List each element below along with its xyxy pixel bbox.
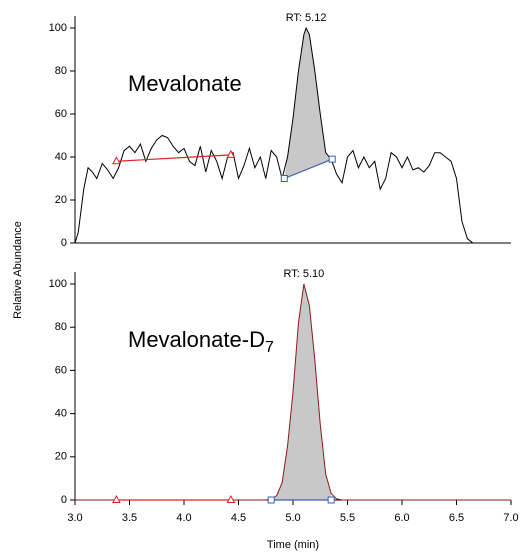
y-tick-label: 80 — [55, 65, 67, 77]
x-tick-label: 4.5 — [231, 512, 246, 524]
x-tick-label: 4.0 — [176, 512, 191, 524]
y-tick-label: 20 — [55, 451, 67, 463]
baseline-marker — [327, 496, 335, 504]
y-tick-label: 0 — [61, 494, 67, 506]
x-tick-label: 7.0 — [503, 512, 518, 524]
compound-label: Mevalonate — [128, 71, 242, 96]
y-tick-label: 40 — [55, 151, 67, 163]
x-tick-label: 3.5 — [122, 512, 137, 524]
reference-marker — [112, 156, 121, 165]
reference-line — [116, 154, 231, 162]
y-axis-label: Relative Abundance — [12, 221, 24, 319]
peak-area — [284, 28, 333, 179]
peak-baseline — [284, 158, 333, 180]
y-tick-label: 40 — [55, 408, 67, 420]
x-tick-label: 6.0 — [394, 512, 409, 524]
compound-name: Mevalonate-D — [128, 327, 265, 352]
y-tick-label: 20 — [55, 194, 67, 206]
y-tick-label: 80 — [55, 321, 67, 333]
y-tick-label: 100 — [49, 278, 67, 290]
baseline-marker — [328, 155, 336, 163]
trace-line — [75, 283, 511, 501]
peak-area — [271, 284, 332, 500]
compound-subscript: 7 — [265, 339, 274, 356]
baseline-marker — [267, 496, 275, 504]
x-axis-label: Time (min) — [267, 539, 319, 551]
x-tick-label: 5.0 — [285, 512, 300, 524]
baseline-marker — [280, 175, 288, 182]
reference-marker — [112, 494, 121, 503]
reference-marker — [226, 149, 236, 158]
x-tick-label: 3.0 — [67, 512, 82, 524]
compound-label: Mevalonate-D7 — [128, 327, 274, 356]
reference-marker — [226, 494, 236, 503]
x-tick-label: 5.5 — [340, 512, 355, 524]
y-tick-label: 60 — [55, 364, 67, 376]
compound-name: Mevalonate — [128, 71, 242, 96]
y-tick-label: 0 — [61, 237, 67, 249]
y-tick-label: 60 — [55, 108, 67, 120]
peak-label: RT: 5.10 — [284, 268, 325, 280]
trace-line — [74, 26, 511, 244]
x-tick-label: 6.5 — [449, 512, 464, 524]
peak-label: RT: 5.12 — [286, 12, 327, 24]
y-tick-label: 100 — [49, 22, 67, 34]
